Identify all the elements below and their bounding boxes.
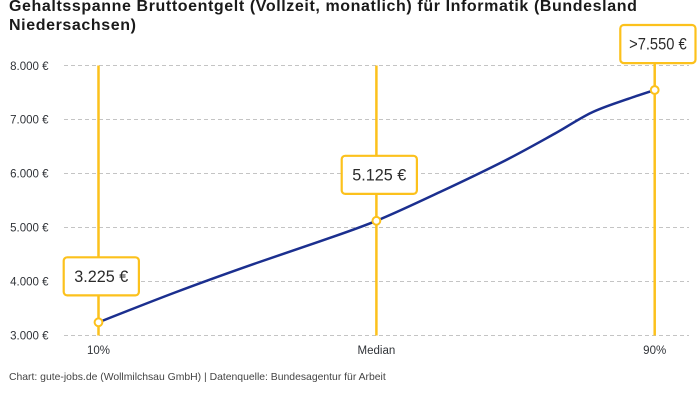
svg-text:6.000 €: 6.000 € <box>10 169 49 181</box>
svg-text:5.000 €: 5.000 € <box>10 223 49 235</box>
svg-text:7.000 €: 7.000 € <box>10 115 49 127</box>
svg-text:4.000 €: 4.000 € <box>10 276 49 288</box>
svg-text:3.000 €: 3.000 € <box>10 330 49 342</box>
svg-text:3.225 €: 3.225 € <box>74 268 128 286</box>
svg-text:10%: 10% <box>87 345 110 357</box>
svg-text:Median: Median <box>358 345 396 357</box>
svg-text:90%: 90% <box>643 345 666 357</box>
svg-text:>7.550 €: >7.550 € <box>629 36 687 54</box>
svg-text:5.125 €: 5.125 € <box>352 167 406 185</box>
svg-text:8.000 €: 8.000 € <box>10 61 49 73</box>
